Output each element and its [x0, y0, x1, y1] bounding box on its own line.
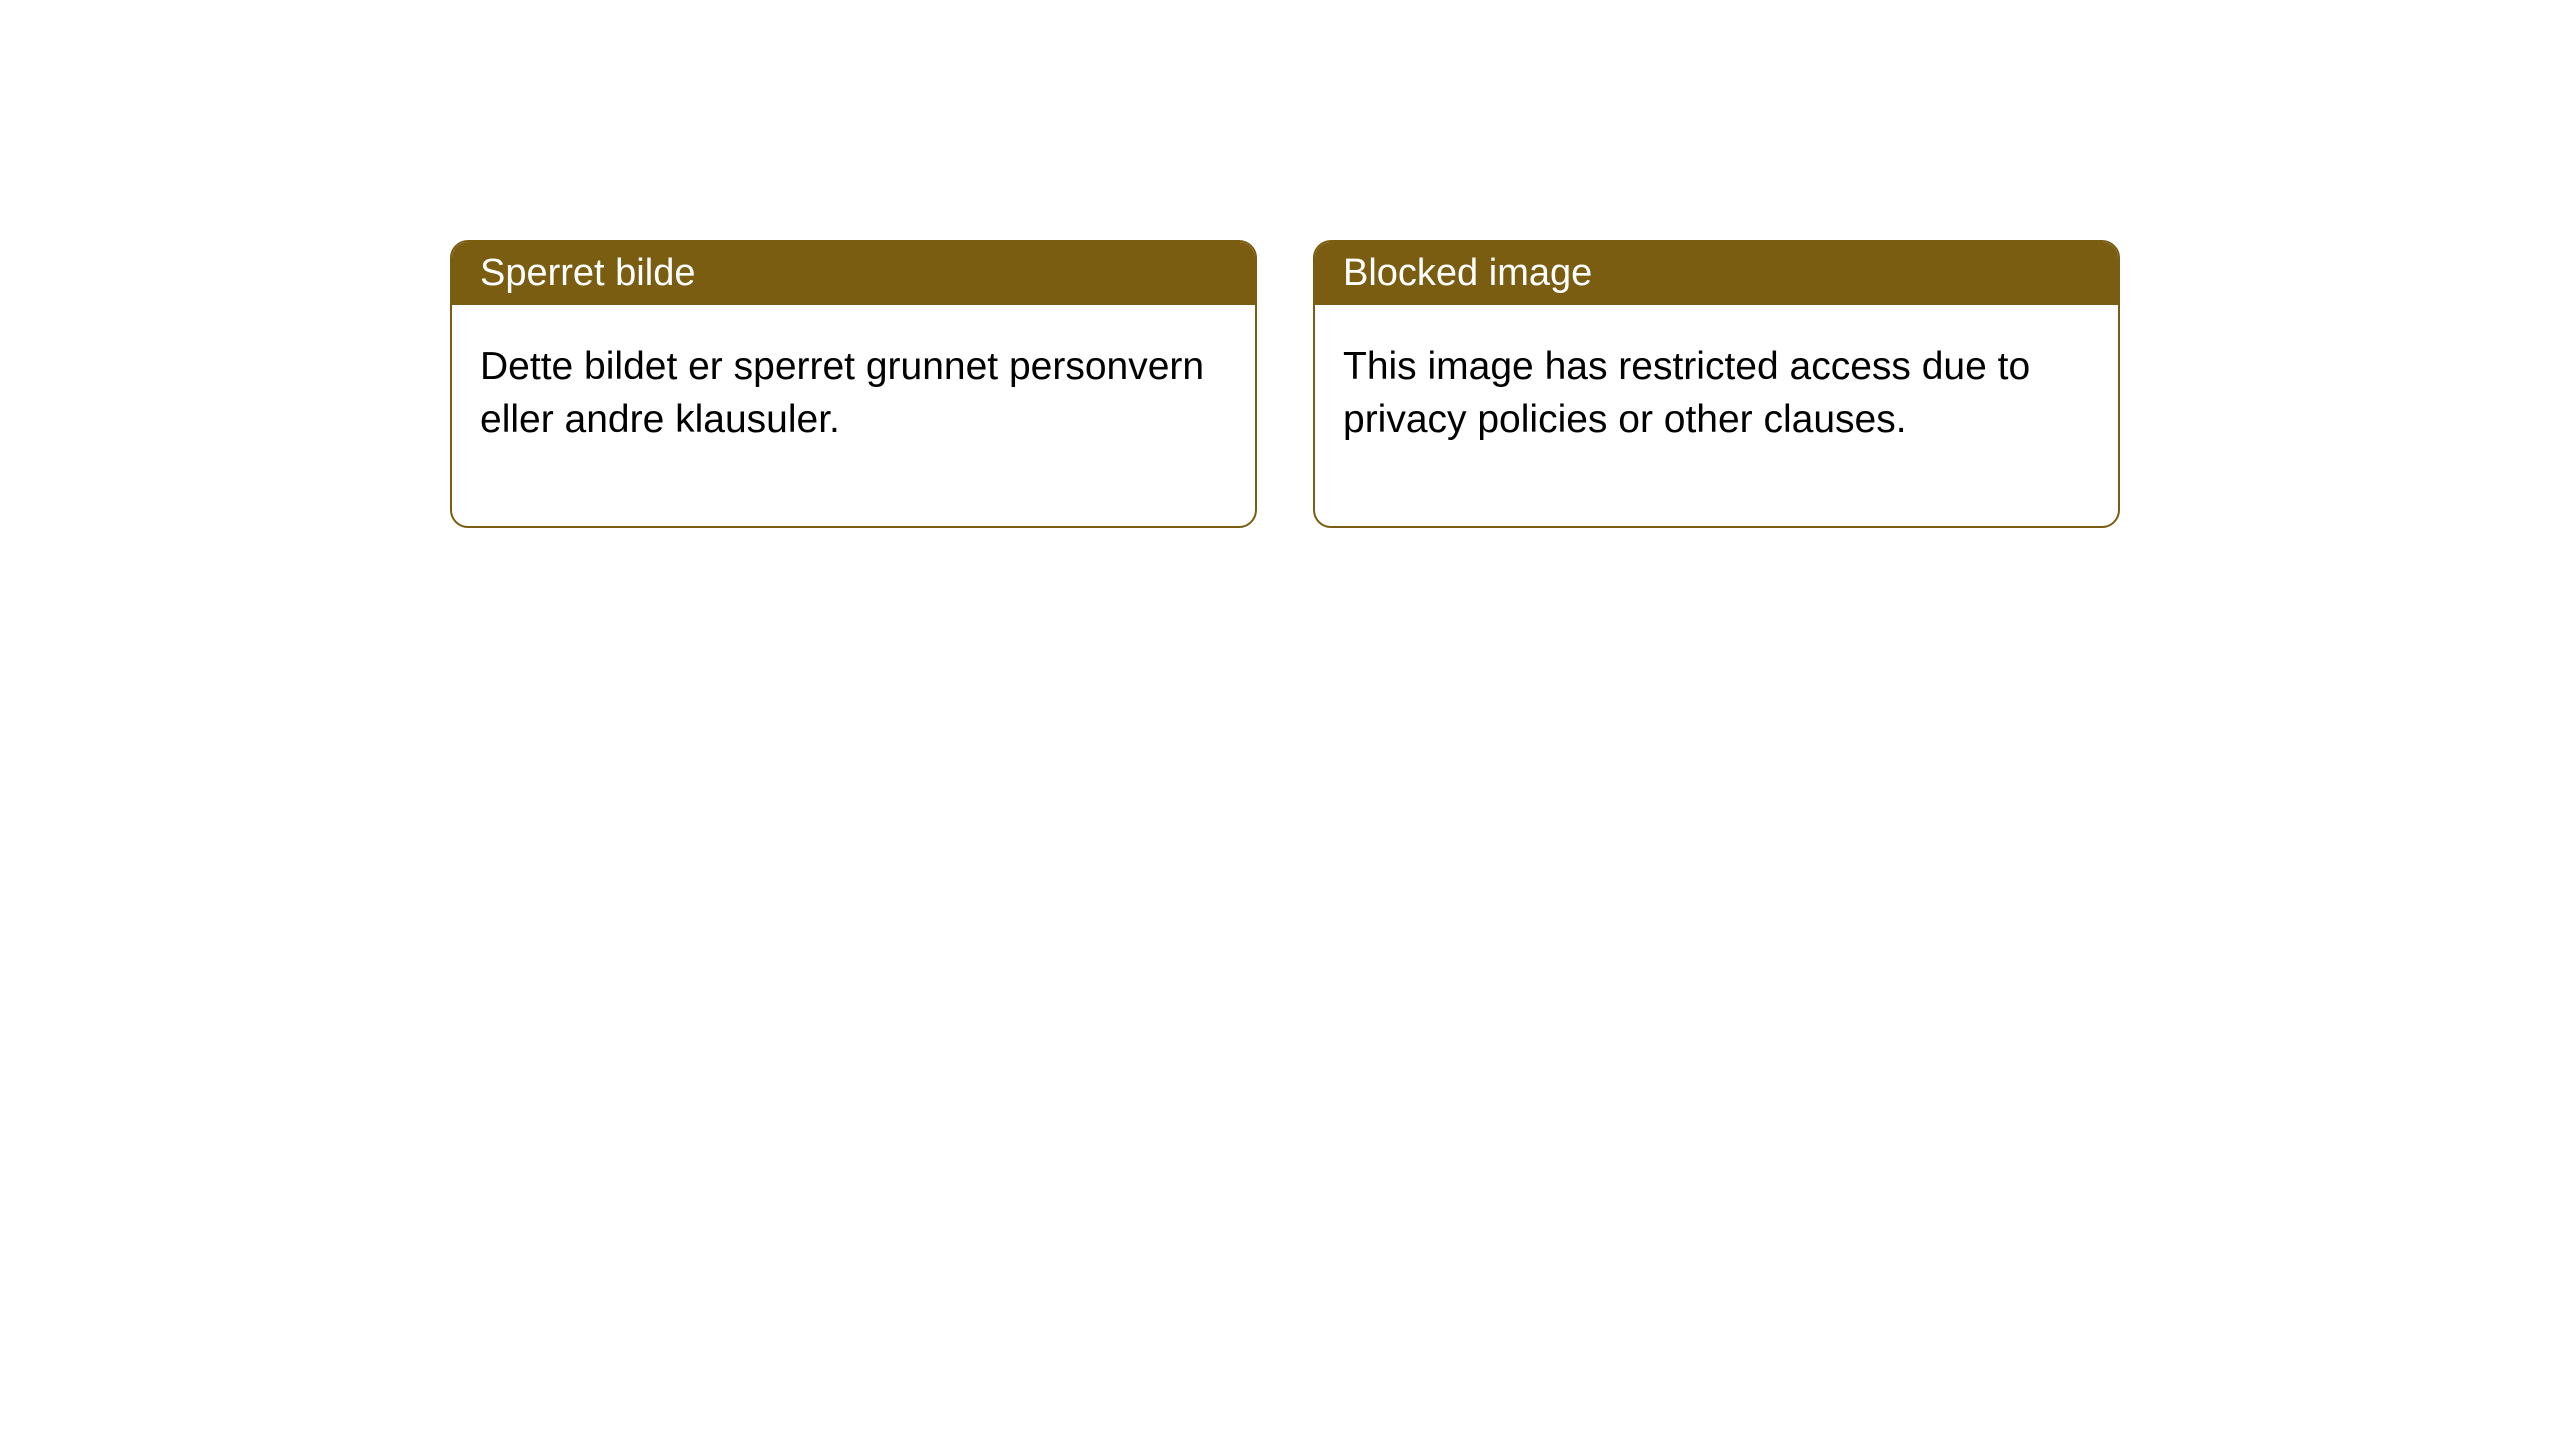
notice-container: Sperret bilde Dette bildet er sperret gr…: [0, 0, 2560, 528]
notice-card-body-no: Dette bildet er sperret grunnet personve…: [452, 305, 1255, 526]
notice-card-no: Sperret bilde Dette bildet er sperret gr…: [450, 240, 1257, 528]
notice-card-en: Blocked image This image has restricted …: [1313, 240, 2120, 528]
notice-card-body-en: This image has restricted access due to …: [1315, 305, 2118, 526]
notice-card-title-en: Blocked image: [1315, 242, 2118, 305]
notice-card-title-no: Sperret bilde: [452, 242, 1255, 305]
